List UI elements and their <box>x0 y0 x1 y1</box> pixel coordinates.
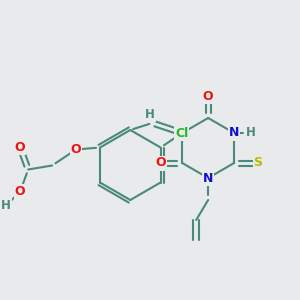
Text: O: O <box>203 89 214 103</box>
Text: Cl: Cl <box>175 127 188 140</box>
Text: N: N <box>229 127 239 140</box>
Text: O: O <box>155 157 166 169</box>
Text: N: N <box>203 172 213 184</box>
Text: O: O <box>15 185 26 198</box>
Text: S: S <box>254 157 262 169</box>
Text: H: H <box>145 109 155 122</box>
Text: O: O <box>71 143 81 156</box>
Text: O: O <box>15 141 26 154</box>
Text: H: H <box>246 127 256 140</box>
Text: H: H <box>1 199 11 212</box>
